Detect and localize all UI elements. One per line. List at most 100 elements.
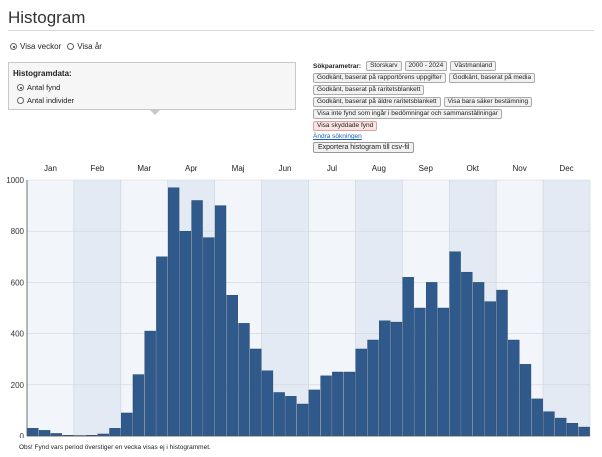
histogram-bar[interactable]: [566, 422, 579, 437]
option-weeks[interactable]: Visa veckor: [10, 42, 61, 51]
years-label: Visa år: [77, 42, 102, 51]
histogram-data-panel: Histogramdata: Antal fynd Antal individe…: [8, 62, 296, 110]
param-tag-region[interactable]: Västmanland: [450, 61, 497, 71]
histogram-chart: 0 200 400 600 800 1000: [0, 176, 602, 441]
histogram-bar[interactable]: [308, 389, 321, 437]
histogram-bar[interactable]: [191, 200, 203, 437]
month-label: Feb: [90, 164, 105, 173]
histogram-bar[interactable]: [496, 289, 508, 437]
title-divider: [8, 30, 594, 31]
month-band: [543, 180, 590, 436]
histogram-svg: 0 200 400 600 800 1000: [6, 176, 591, 441]
month-label: Nov: [512, 164, 527, 173]
month-label: Okt: [466, 164, 479, 173]
histogram-bar[interactable]: [167, 187, 180, 437]
histogram-data-heading: Histogramdata:: [13, 69, 72, 78]
weeks-radio[interactable]: [10, 43, 17, 50]
histogram-bar[interactable]: [531, 398, 543, 437]
histogram-bar[interactable]: [214, 205, 227, 437]
y-tick-label: 800: [11, 227, 25, 236]
histogram-bar[interactable]: [121, 412, 133, 437]
param-tag-certain-id[interactable]: Visa bara säker bestämning: [443, 97, 533, 107]
y-tick-label: 600: [11, 278, 25, 287]
histogram-bar[interactable]: [332, 371, 344, 437]
y-tick-label: 0: [20, 432, 25, 438]
years-radio[interactable]: [67, 43, 75, 50]
histogram-bar[interactable]: [402, 277, 414, 437]
month-label: Jul: [326, 164, 338, 173]
option-count-individuals[interactable]: Antal individer: [17, 96, 74, 105]
search-params-label: Sökparametrar:: [313, 62, 362, 70]
histogram-bar[interactable]: [472, 282, 485, 437]
histogram-bar[interactable]: [390, 321, 403, 437]
histogram-bar[interactable]: [273, 392, 285, 437]
param-tag-species[interactable]: Storskarv: [366, 61, 402, 71]
period-selector: Visa veckor Visa år: [10, 42, 102, 51]
histogram-bar[interactable]: [355, 348, 367, 437]
histogram-bar[interactable]: [38, 430, 51, 437]
histogram-bar[interactable]: [132, 374, 145, 437]
histogram-bar[interactable]: [285, 396, 297, 437]
y-tick-label: 200: [11, 381, 25, 390]
histogram-bar[interactable]: [543, 411, 555, 437]
histogram-bar[interactable]: [144, 330, 156, 437]
count-individuals-radio[interactable]: [17, 97, 24, 104]
param-tag-years[interactable]: 2000 - 2024: [404, 61, 448, 71]
histogram-bar[interactable]: [226, 294, 238, 437]
month-label: Apr: [184, 164, 198, 173]
month-label: Maj: [231, 164, 245, 173]
option-count-findings[interactable]: Antal fynd: [17, 83, 60, 92]
footnote: Obs! Fynd vars period överstiger en veck…: [19, 444, 211, 451]
month-label: Aug: [371, 164, 386, 173]
change-search-link[interactable]: Ändra sökningen: [313, 133, 362, 140]
histogram-bar[interactable]: [238, 323, 250, 437]
histogram-bar[interactable]: [109, 428, 121, 437]
export-csv-button[interactable]: Exportera histogram till csv-fil: [313, 142, 415, 153]
month-band: [27, 180, 74, 436]
month-label: Jun: [278, 164, 292, 173]
month-axis: Jan Feb Mar Apr Maj Jun Jul Aug Sep Okt Nov Dec: [27, 164, 590, 176]
histogram-bar[interactable]: [449, 251, 461, 437]
month-band: [73, 180, 121, 436]
histogram-bar[interactable]: [519, 364, 532, 437]
histogram-bar[interactable]: [261, 370, 274, 437]
count-findings-radio[interactable]: [17, 84, 24, 91]
param-tag-approved-media[interactable]: Godkänt, baserat på media: [448, 73, 536, 83]
histogram-bar[interactable]: [578, 426, 590, 437]
histogram-bar[interactable]: [555, 417, 567, 437]
histogram-bar[interactable]: [484, 301, 496, 437]
param-tag-approved-old-rarity-form[interactable]: Godkänt, baserat på äldre raritetsblanke…: [313, 97, 441, 107]
month-label: Mar: [137, 164, 152, 173]
param-tag-approved-reporter[interactable]: Godkänt, baserat på rapportörens uppgift…: [313, 73, 446, 83]
month-label: Sep: [418, 164, 433, 173]
histogram-bar[interactable]: [296, 403, 309, 437]
search-parameters: Sökparametrar: Storskarv 2000 - 2024 Väs…: [313, 61, 602, 142]
count-individuals-label: Antal individer: [27, 96, 75, 105]
weeks-label: Visa veckor: [20, 42, 62, 51]
count-findings-label: Antal fynd: [27, 83, 61, 92]
panel-pointer-arrow: [150, 110, 160, 115]
histogram-bar[interactable]: [250, 348, 262, 437]
histogram-bar[interactable]: [461, 271, 473, 437]
histogram-bar[interactable]: [425, 282, 438, 437]
histogram-bar[interactable]: [367, 339, 379, 437]
histogram-bar[interactable]: [27, 428, 39, 437]
param-tag-protected[interactable]: Visa skyddade fynd: [313, 121, 378, 131]
histogram-bar[interactable]: [179, 231, 192, 437]
histogram-bar[interactable]: [203, 237, 215, 437]
month-label: Dec: [559, 164, 574, 173]
histogram-bar[interactable]: [343, 371, 356, 437]
page-title: Histogram: [8, 8, 86, 27]
histogram-bar[interactable]: [379, 320, 391, 437]
param-tag-exclude-assessments[interactable]: Visa inte fynd som ingår i bedömningar o…: [313, 109, 502, 119]
param-tag-approved-rarity-form[interactable]: Godkänt, baserat på raritetsblankett: [313, 85, 425, 95]
histogram-bar[interactable]: [437, 307, 450, 437]
histogram-bar[interactable]: [156, 256, 168, 437]
histogram-bar[interactable]: [414, 307, 426, 437]
y-tick-label: 1000: [6, 176, 24, 185]
month-label: Jan: [44, 164, 57, 173]
histogram-bar[interactable]: [320, 375, 332, 437]
histogram-bar[interactable]: [508, 339, 520, 437]
option-years[interactable]: Visa år: [67, 42, 102, 51]
y-tick-label: 400: [11, 330, 25, 339]
